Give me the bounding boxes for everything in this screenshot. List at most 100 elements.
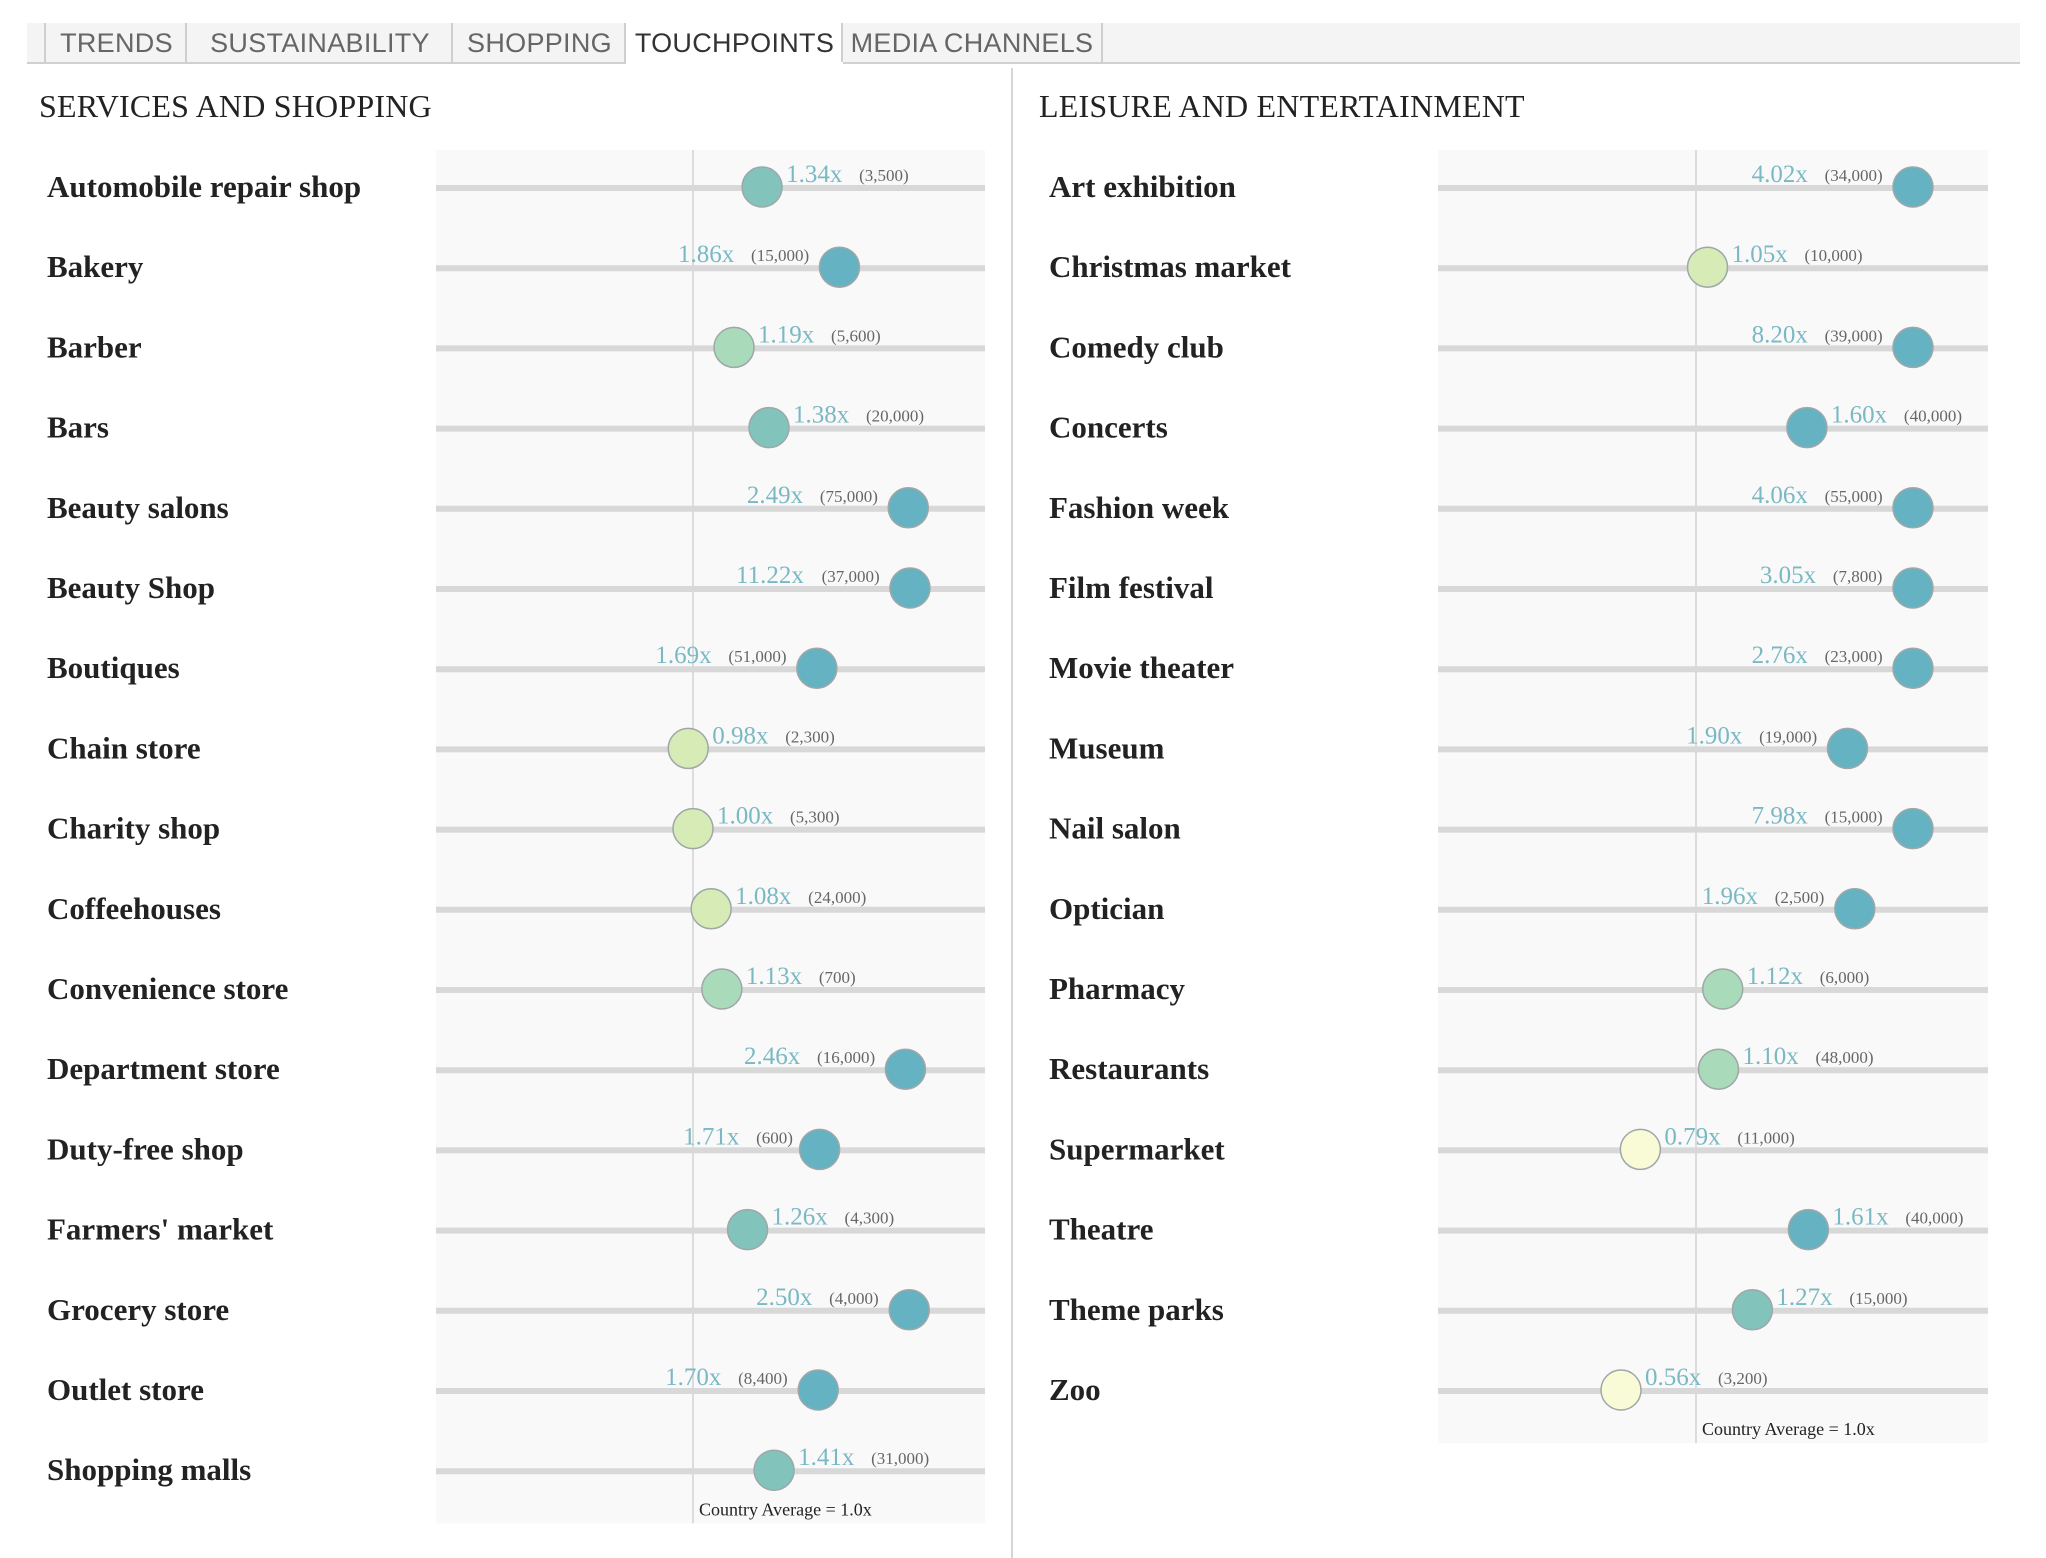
tab-sustainability[interactable]: SUSTAINABILITY (185, 23, 453, 62)
count-label: (4,300) (845, 1209, 895, 1228)
row-label: Museum (1049, 730, 1165, 765)
row-outlet-store: Outlet store 1.70x (8,400) (47, 1364, 985, 1411)
value-dot (1619, 1128, 1662, 1171)
row-label: Supermarket (1049, 1131, 1225, 1166)
count-label: (3,500) (859, 166, 909, 185)
row-christmas-market: Christmas market 1.05x (10,000) (1049, 241, 1988, 288)
row-beauty-salons: Beauty salons 2.49x (75,000) (47, 482, 985, 529)
value-dot (818, 246, 861, 288)
value-label: 1.90x (1686, 722, 1743, 749)
count-label: (15,000) (1849, 1289, 1907, 1308)
value-label: 1.38x (793, 402, 850, 429)
count-label: (16,000) (817, 1048, 875, 1067)
count-label: (700) (819, 968, 856, 987)
row-label: Beauty salons (47, 490, 229, 525)
value-dot (1731, 1289, 1774, 1331)
value-label: 0.79x (1664, 1123, 1721, 1150)
row-theatre: Theatre 1.61x (40,000) (1049, 1204, 1988, 1251)
row-museum: Museum 1.90x (19,000) (1049, 722, 1988, 770)
row-label: Convenience store (47, 971, 288, 1006)
row-label: Nail salon (1049, 811, 1181, 846)
value-dot (887, 487, 930, 529)
count-label: (40,000) (1905, 1209, 1963, 1228)
value-label: 1.60x (1831, 402, 1888, 429)
value-dot (1686, 246, 1729, 288)
count-label: (600) (756, 1128, 793, 1147)
value-label: 2.50x (756, 1284, 813, 1311)
count-label: (40,000) (1904, 407, 1962, 426)
row-chain-store: Chain store 0.98x (2,300) (47, 722, 985, 770)
country-average-label: Country Average = 1.0x (1702, 1419, 1875, 1439)
value-dot (1892, 807, 1934, 850)
row-label: Pharmacy (1049, 971, 1186, 1006)
row-label: Chain store (47, 730, 201, 765)
value-dot (713, 326, 755, 369)
row-farmers-market: Farmers' market 1.26x (4,300) (47, 1204, 985, 1251)
row-barber: Barber 1.19x (5,600) (47, 321, 985, 369)
row-optician: Optician 1.96x (2,500) (1049, 883, 1988, 930)
value-dot (1892, 647, 1934, 689)
row-label: Outlet store (47, 1372, 204, 1407)
value-label: 1.96x (1702, 883, 1759, 910)
value-dot (741, 166, 783, 208)
row-label: Zoo (1049, 1372, 1101, 1407)
value-label: 1.27x (1776, 1284, 1833, 1311)
value-label: 2.76x (1752, 642, 1809, 669)
value-dot (1701, 968, 1744, 1010)
row-fashion-week: Fashion week 4.06x (55,000) (1049, 482, 1988, 529)
value-dot (1826, 727, 1869, 770)
count-label: (23,000) (1825, 647, 1883, 666)
value-label: 1.13x (746, 963, 803, 990)
count-label: (39,000) (1825, 326, 1883, 345)
row-coffeehouses: Coffeehouses 1.08x (24,000) (47, 883, 985, 930)
value-dot (888, 1289, 930, 1331)
row-label: Coffeehouses (47, 891, 221, 926)
row-label: Barber (47, 329, 142, 364)
value-label: 4.02x (1752, 161, 1809, 188)
tab-media-channels[interactable]: MEDIA CHANNELS (841, 23, 1103, 62)
row-film-festival: Film festival 3.05x (7,800) (1049, 562, 1988, 609)
value-label: 1.26x (772, 1204, 829, 1231)
value-label: 2.46x (744, 1043, 801, 1070)
row-concerts: Concerts 1.60x (40,000) (1049, 402, 1988, 449)
value-dot (753, 1449, 795, 1491)
value-dot (1787, 1208, 1830, 1251)
tab-trends[interactable]: TRENDS (44, 23, 187, 62)
row-label: Theatre (1049, 1212, 1153, 1247)
value-label: 1.41x (798, 1444, 855, 1471)
value-dot (726, 1208, 769, 1251)
row-boutiques: Boutiques 1.69x (51,000) (47, 642, 985, 689)
count-label: (37,000) (822, 567, 880, 586)
row-label: Charity shop (47, 811, 220, 846)
row-bakery: Bakery 1.86x (15,000) (47, 241, 985, 288)
tab-shopping[interactable]: SHOPPING (451, 23, 626, 62)
count-label: (10,000) (1805, 246, 1863, 265)
value-dot (748, 406, 790, 449)
services-shopping-title: SERVICES AND SHOPPING (39, 88, 432, 124)
value-label: 1.08x (735, 883, 792, 910)
value-label: 8.20x (1752, 321, 1809, 348)
count-label: (2,300) (785, 727, 835, 746)
count-label: (7,800) (1833, 567, 1883, 586)
value-dot (796, 647, 838, 689)
row-automobile-repair-shop: Automobile repair shop 1.34x (3,500) (47, 161, 985, 208)
row-label: Beauty Shop (47, 570, 215, 605)
value-dot (884, 1048, 927, 1090)
count-label: (55,000) (1825, 487, 1883, 506)
row-grocery-store: Grocery store 2.50x (4,000) (47, 1284, 985, 1331)
value-dot (1892, 326, 1934, 369)
row-shopping-malls: Shopping malls 1.41x (31,000) (47, 1444, 985, 1491)
tab-touchpoints[interactable]: TOUCHPOINTS (624, 23, 843, 64)
count-label: (75,000) (820, 487, 878, 506)
value-label: 1.00x (717, 803, 774, 830)
count-label: (15,000) (751, 246, 809, 265)
value-label: 1.34x (786, 161, 843, 188)
row-label: Movie theater (1049, 650, 1234, 685)
row-duty-free-shop: Duty-free shop 1.71x (600) (47, 1123, 985, 1171)
value-label: 1.70x (665, 1364, 722, 1391)
value-label: 1.12x (1747, 963, 1804, 990)
row-label: Christmas market (1049, 249, 1292, 284)
row-label: Shopping malls (47, 1452, 251, 1487)
count-label: (3,200) (1718, 1369, 1768, 1388)
row-label: Theme parks (1049, 1292, 1224, 1327)
